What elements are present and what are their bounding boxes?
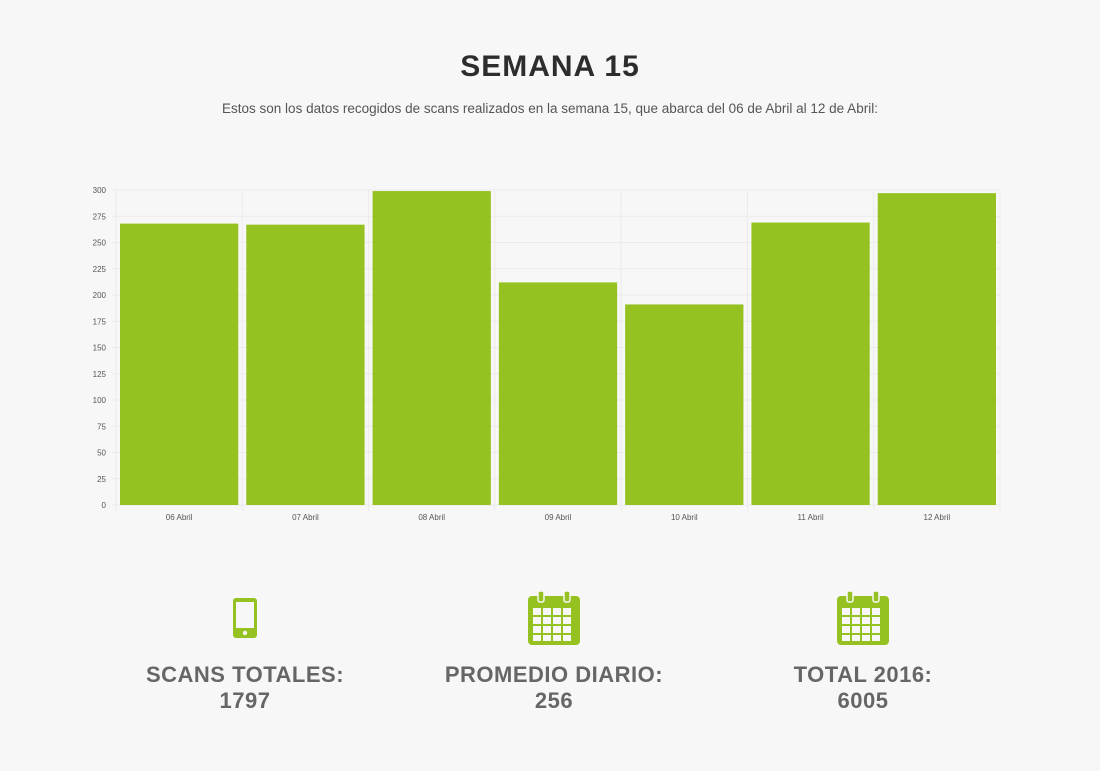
bar — [120, 223, 239, 505]
phone-icon — [233, 598, 257, 638]
y-tick-label: 125 — [93, 370, 107, 379]
stat-value: 256 — [534, 688, 574, 713]
bar — [498, 282, 618, 505]
y-tick-label: 100 — [93, 396, 107, 405]
x-tick-label: 11 Abril — [798, 513, 824, 522]
stat-scans-totales: SCANS TOTALES: 1797 — [95, 588, 395, 714]
stat-value: 6005 — [837, 688, 889, 713]
bar-chart: 0 25 50 75 100 125 150 175 200 225 250 275 300 06 Abr… — [93, 186, 1001, 522]
y-tick-label: 175 — [93, 317, 107, 326]
stat-label: SCANS TOTALES: — [145, 662, 345, 687]
y-tick-label: 150 — [93, 344, 107, 353]
bar — [877, 193, 996, 505]
y-tick-label: 225 — [93, 265, 107, 274]
calendar-icon — [837, 590, 889, 645]
stat-label: PROMEDIO DIARIO: — [444, 662, 664, 687]
bar — [372, 191, 491, 506]
y-tick-label: 0 — [102, 501, 107, 510]
x-tick-label: 10 Abril — [671, 513, 698, 522]
y-tick-label: 300 — [93, 186, 107, 195]
stat-label: TOTAL 2016: — [793, 662, 933, 687]
y-tick-label: 75 — [97, 422, 106, 431]
x-tick-label: 12 Abril — [924, 513, 951, 522]
x-tick-label: 07 Abril — [292, 513, 319, 522]
y-tick-label: 250 — [93, 239, 107, 248]
y-tick-label: 50 — [97, 449, 106, 458]
y-tick-label: 275 — [93, 212, 107, 221]
calendar-icon — [528, 590, 580, 645]
page-title: SEMANA 15 — [460, 50, 640, 83]
stat-promedio-diario: PROMEDIO DIARIO: 256 — [404, 588, 704, 714]
bar — [246, 224, 365, 505]
stat-total-2016: TOTAL 2016: 6005 — [713, 588, 1013, 714]
page-subtitle: Estos son los datos recogidos de scans r… — [222, 101, 878, 116]
bar — [751, 222, 870, 506]
bar — [625, 304, 744, 505]
stat-value: 1797 — [219, 688, 271, 713]
x-tick-label: 09 Abril — [545, 513, 572, 522]
x-tick-label: 06 Abril — [166, 513, 193, 522]
y-tick-label: 200 — [93, 291, 107, 300]
x-tick-label: 08 Abril — [418, 513, 445, 522]
y-tick-label: 25 — [97, 475, 106, 484]
